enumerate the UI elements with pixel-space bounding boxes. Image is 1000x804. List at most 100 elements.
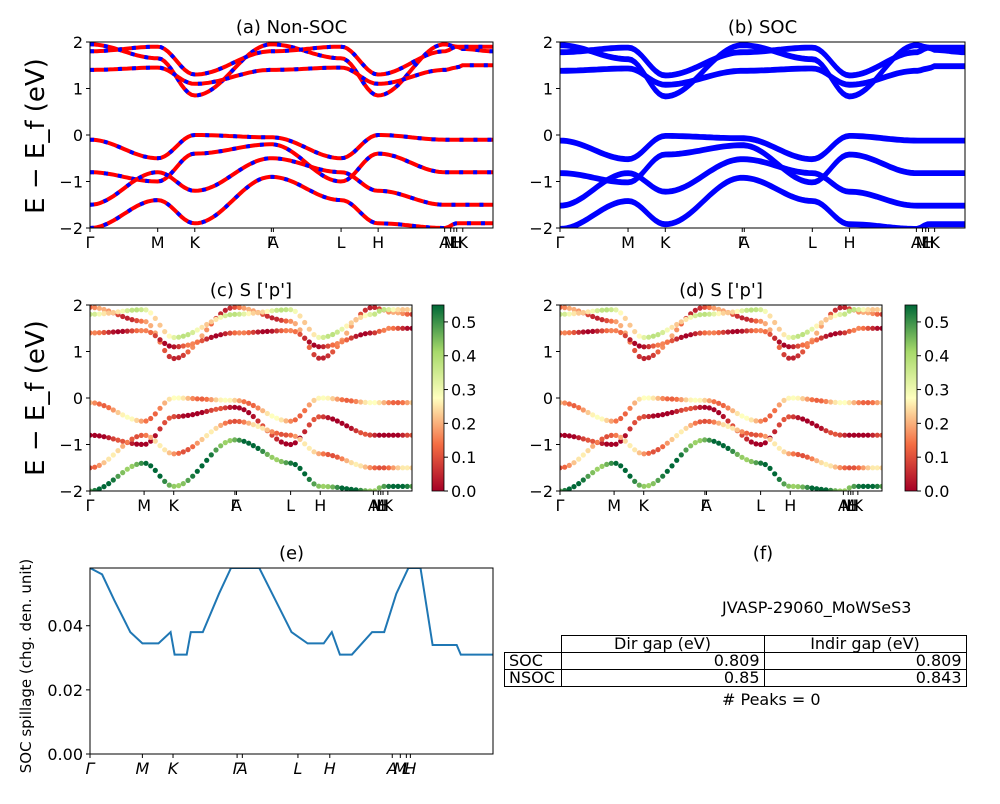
- data-point: [106, 481, 112, 487]
- data-point: [353, 428, 359, 434]
- data-point: [199, 436, 205, 443]
- data-point: [622, 433, 628, 439]
- ylabel-middle: E − E_f (eV): [21, 320, 51, 476]
- data-point: [269, 328, 275, 334]
- data-point: [157, 426, 163, 432]
- data-point: [171, 355, 177, 362]
- x-tick-label: Γ: [86, 759, 96, 778]
- data-point: [776, 445, 782, 451]
- data-point: [110, 477, 116, 483]
- data-point: [562, 400, 568, 406]
- data-point: [776, 344, 782, 350]
- colorbar-tick-label: 0.4: [924, 347, 949, 366]
- data-point: [632, 340, 638, 346]
- data-point: [255, 423, 261, 429]
- data-point: [264, 313, 270, 319]
- data-point: [580, 329, 586, 335]
- data-point: [776, 402, 782, 408]
- data-point: [795, 353, 801, 359]
- data-point: [702, 311, 708, 317]
- data-point: [716, 311, 722, 317]
- data-point: [809, 326, 815, 332]
- data-point: [134, 417, 140, 423]
- data-point: [562, 487, 568, 491]
- data-point: [395, 400, 401, 406]
- data-point: [330, 484, 336, 490]
- soc-dir-gap: 0.809: [560, 652, 765, 670]
- data-point: [800, 396, 806, 402]
- data-point: [180, 343, 186, 349]
- data-point: [274, 430, 280, 436]
- data-point: [641, 355, 647, 362]
- data-point: [560, 400, 563, 406]
- data-point: [767, 331, 773, 337]
- x-tick-label: L: [921, 233, 930, 252]
- data-point: [804, 341, 810, 347]
- data-point: [381, 400, 387, 406]
- data-point: [148, 323, 154, 329]
- data-point: [404, 432, 410, 438]
- data-point: [795, 343, 801, 349]
- row-label-nsoc: NSOC: [504, 669, 562, 687]
- data-point: [711, 399, 717, 405]
- data-point: [213, 397, 219, 403]
- data-point: [767, 413, 773, 419]
- table-row: NSOC 0.85 0.843: [504, 669, 967, 687]
- data-point: [120, 308, 126, 314]
- data-point: [576, 329, 582, 335]
- data-point: [870, 432, 876, 438]
- data-point: [171, 344, 177, 350]
- data-point: [725, 329, 731, 335]
- data-point: [190, 412, 196, 418]
- data-point: [594, 328, 600, 334]
- data-point: [818, 486, 824, 491]
- data-point: [157, 322, 163, 328]
- data-point: [278, 317, 284, 323]
- data-point: [180, 449, 186, 455]
- band-line: [560, 174, 965, 228]
- x-tick-label: Γ: [700, 496, 709, 515]
- data-point: [660, 473, 666, 479]
- data-point: [129, 440, 135, 446]
- data-point: [650, 395, 656, 401]
- data-point: [669, 333, 675, 339]
- data-point: [316, 355, 322, 361]
- data-point: [655, 395, 661, 401]
- data-point: [353, 487, 359, 491]
- data-point: [390, 307, 396, 313]
- data-point: [571, 306, 577, 313]
- colorbar: [431, 304, 445, 492]
- data-point: [725, 423, 731, 429]
- data-point: [706, 398, 712, 404]
- data-point: [381, 327, 387, 333]
- data-point: [739, 315, 745, 321]
- gap-table-col-indir: Indir gap (eV): [763, 635, 967, 653]
- material-id: JVASP-29060_MoWSeS3: [722, 598, 912, 617]
- data-point: [227, 330, 233, 336]
- data-point: [618, 415, 624, 422]
- data-point: [725, 405, 731, 411]
- data-point: [320, 344, 326, 350]
- data-point: [856, 325, 862, 331]
- data-point: [814, 458, 820, 464]
- y-tick-label: 0.04: [47, 617, 83, 636]
- data-point: [734, 328, 740, 334]
- data-point: [646, 355, 652, 361]
- data-point: [636, 415, 642, 421]
- data-point: [325, 415, 331, 421]
- data-point: [594, 308, 600, 314]
- data-point: [124, 466, 130, 472]
- y-tick-label: 2: [73, 296, 83, 315]
- data-point: [278, 458, 284, 465]
- data-point: [115, 448, 121, 454]
- data-point: [218, 443, 224, 449]
- data-point: [292, 329, 298, 335]
- data-point: [669, 338, 675, 344]
- data-point: [566, 486, 572, 491]
- gap-table-header: Dir gap (eV) Indir gap (eV): [505, 635, 967, 653]
- data-point: [180, 395, 186, 401]
- data-point: [241, 438, 247, 444]
- data-point: [753, 328, 759, 334]
- data-point: [176, 450, 182, 456]
- data-point: [590, 438, 596, 444]
